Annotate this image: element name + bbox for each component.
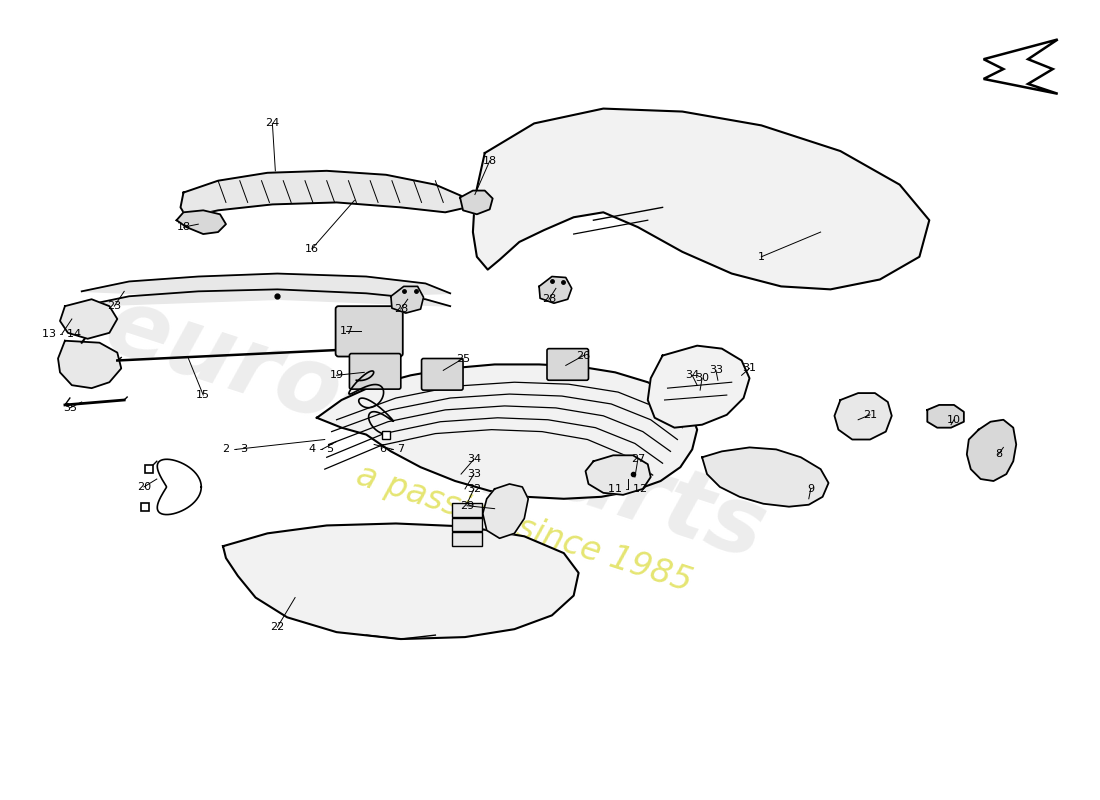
Text: 8: 8 bbox=[994, 450, 1002, 459]
Text: 2 - 3: 2 - 3 bbox=[223, 444, 249, 454]
FancyBboxPatch shape bbox=[452, 502, 482, 517]
FancyBboxPatch shape bbox=[421, 358, 463, 390]
Polygon shape bbox=[967, 420, 1016, 481]
Polygon shape bbox=[835, 393, 892, 439]
Text: 34: 34 bbox=[685, 370, 700, 380]
Polygon shape bbox=[473, 109, 930, 290]
FancyBboxPatch shape bbox=[547, 349, 589, 380]
Polygon shape bbox=[483, 484, 528, 538]
Text: 29: 29 bbox=[460, 501, 474, 510]
FancyBboxPatch shape bbox=[336, 306, 403, 357]
Polygon shape bbox=[177, 210, 225, 234]
Polygon shape bbox=[460, 190, 493, 214]
Text: 15: 15 bbox=[196, 390, 210, 400]
Polygon shape bbox=[390, 286, 424, 313]
FancyBboxPatch shape bbox=[452, 532, 482, 546]
Polygon shape bbox=[180, 171, 468, 218]
Text: 23: 23 bbox=[108, 301, 121, 311]
Polygon shape bbox=[539, 277, 572, 303]
Text: 6 - 7: 6 - 7 bbox=[381, 444, 406, 454]
Text: 16: 16 bbox=[305, 244, 319, 254]
Polygon shape bbox=[927, 405, 964, 428]
Text: 28: 28 bbox=[542, 294, 557, 304]
Text: 10: 10 bbox=[947, 414, 961, 425]
Text: 11 - 12: 11 - 12 bbox=[608, 484, 648, 494]
Text: 21: 21 bbox=[864, 410, 877, 420]
Polygon shape bbox=[317, 365, 697, 498]
Polygon shape bbox=[58, 341, 121, 388]
Text: 9: 9 bbox=[807, 484, 814, 494]
Text: 26: 26 bbox=[576, 350, 591, 361]
Text: 35: 35 bbox=[63, 403, 77, 413]
Text: 18: 18 bbox=[483, 156, 497, 166]
Text: 13 - 14: 13 - 14 bbox=[43, 329, 81, 339]
Text: 4 - 5: 4 - 5 bbox=[309, 444, 334, 454]
Text: 33: 33 bbox=[466, 469, 481, 479]
Text: 33: 33 bbox=[708, 366, 723, 375]
Polygon shape bbox=[60, 299, 118, 338]
Text: 20: 20 bbox=[136, 482, 151, 492]
Text: 27: 27 bbox=[630, 454, 645, 464]
Text: a passion since 1985: a passion since 1985 bbox=[352, 458, 696, 598]
Polygon shape bbox=[702, 447, 828, 506]
Text: 18: 18 bbox=[176, 222, 190, 232]
Text: 25: 25 bbox=[456, 354, 470, 363]
Text: 1: 1 bbox=[758, 252, 764, 262]
Polygon shape bbox=[81, 274, 450, 306]
Text: 30: 30 bbox=[695, 374, 710, 383]
Text: 34: 34 bbox=[466, 454, 481, 464]
Text: 17: 17 bbox=[340, 326, 353, 336]
Polygon shape bbox=[585, 455, 651, 495]
Circle shape bbox=[356, 342, 366, 353]
Text: 31: 31 bbox=[742, 363, 757, 374]
Polygon shape bbox=[648, 346, 749, 428]
FancyBboxPatch shape bbox=[350, 354, 400, 389]
Text: 19: 19 bbox=[330, 370, 343, 380]
Polygon shape bbox=[223, 523, 579, 639]
Text: 28: 28 bbox=[394, 304, 408, 314]
Text: 24: 24 bbox=[265, 118, 279, 129]
FancyBboxPatch shape bbox=[452, 518, 482, 531]
Text: 32: 32 bbox=[466, 484, 481, 494]
Text: eurocarparts: eurocarparts bbox=[94, 279, 777, 580]
Text: 22: 22 bbox=[271, 622, 285, 632]
